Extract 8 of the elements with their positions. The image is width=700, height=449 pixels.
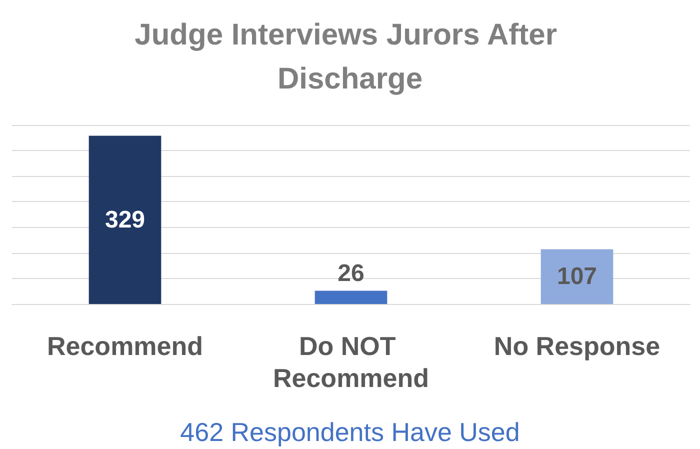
text: 462 Respondents Have Used (180, 417, 520, 447)
chart-title: Judge Interviews Jurors After Discharge (134, 18, 566, 96)
x-tick-label: Recommend (46, 331, 204, 361)
data-label: 329 (104, 206, 146, 234)
x-tick-label: Do NOT Recommend (272, 331, 430, 393)
data-label: 26 (338, 260, 364, 288)
x-tick-label: No Response (494, 331, 660, 361)
data-label: 107 (556, 263, 598, 290)
